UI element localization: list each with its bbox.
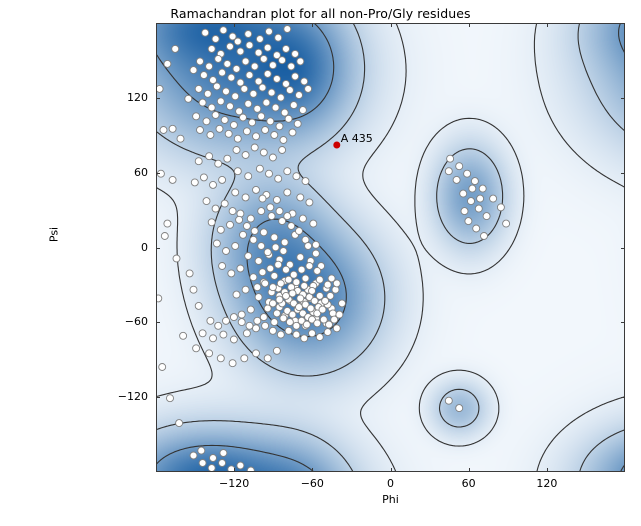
y-tick-mark xyxy=(156,247,160,249)
x-tick-mark xyxy=(546,468,548,472)
y-tick-mark xyxy=(621,247,625,249)
y-tick-mark xyxy=(621,397,625,399)
y-tick-label: 60 xyxy=(134,165,148,179)
y-tick-mark xyxy=(621,322,625,324)
plot-axes-area[interactable] xyxy=(156,23,625,472)
x-tick-mark xyxy=(234,23,236,27)
y-tick-label: −120 xyxy=(117,390,148,404)
y-tick-mark xyxy=(621,172,625,174)
y-tick-mark xyxy=(621,97,625,99)
x-tick-mark xyxy=(234,468,236,472)
highlighted-residue-label: A 435 xyxy=(340,131,373,145)
x-axis-label: Phi xyxy=(382,493,399,506)
x-tick-mark xyxy=(468,23,470,27)
y-tick-mark xyxy=(156,172,160,174)
x-tick-label: −60 xyxy=(300,477,324,490)
x-tick-mark xyxy=(312,468,314,472)
page-title: Ramachandran plot for all non-Pro/Gly re… xyxy=(170,6,471,21)
y-tick-mark xyxy=(156,97,160,99)
density-heatmap xyxy=(157,24,624,471)
x-tick-label: −120 xyxy=(219,477,250,490)
y-tick-mark xyxy=(156,322,160,324)
x-tick-label: 60 xyxy=(461,477,476,490)
x-tick-mark xyxy=(390,468,392,472)
x-tick-mark xyxy=(390,23,392,27)
y-tick-label: −60 xyxy=(124,315,148,329)
x-tick-label: 120 xyxy=(536,477,558,490)
y-axis-label: Psi xyxy=(47,226,61,243)
y-tick-label: 120 xyxy=(127,90,148,104)
x-tick-label: 0 xyxy=(387,477,394,490)
y-tick-label: 0 xyxy=(141,240,148,254)
y-tick-mark xyxy=(156,397,160,399)
x-tick-mark xyxy=(468,468,470,472)
x-tick-mark xyxy=(546,23,548,27)
x-tick-mark xyxy=(312,23,314,27)
